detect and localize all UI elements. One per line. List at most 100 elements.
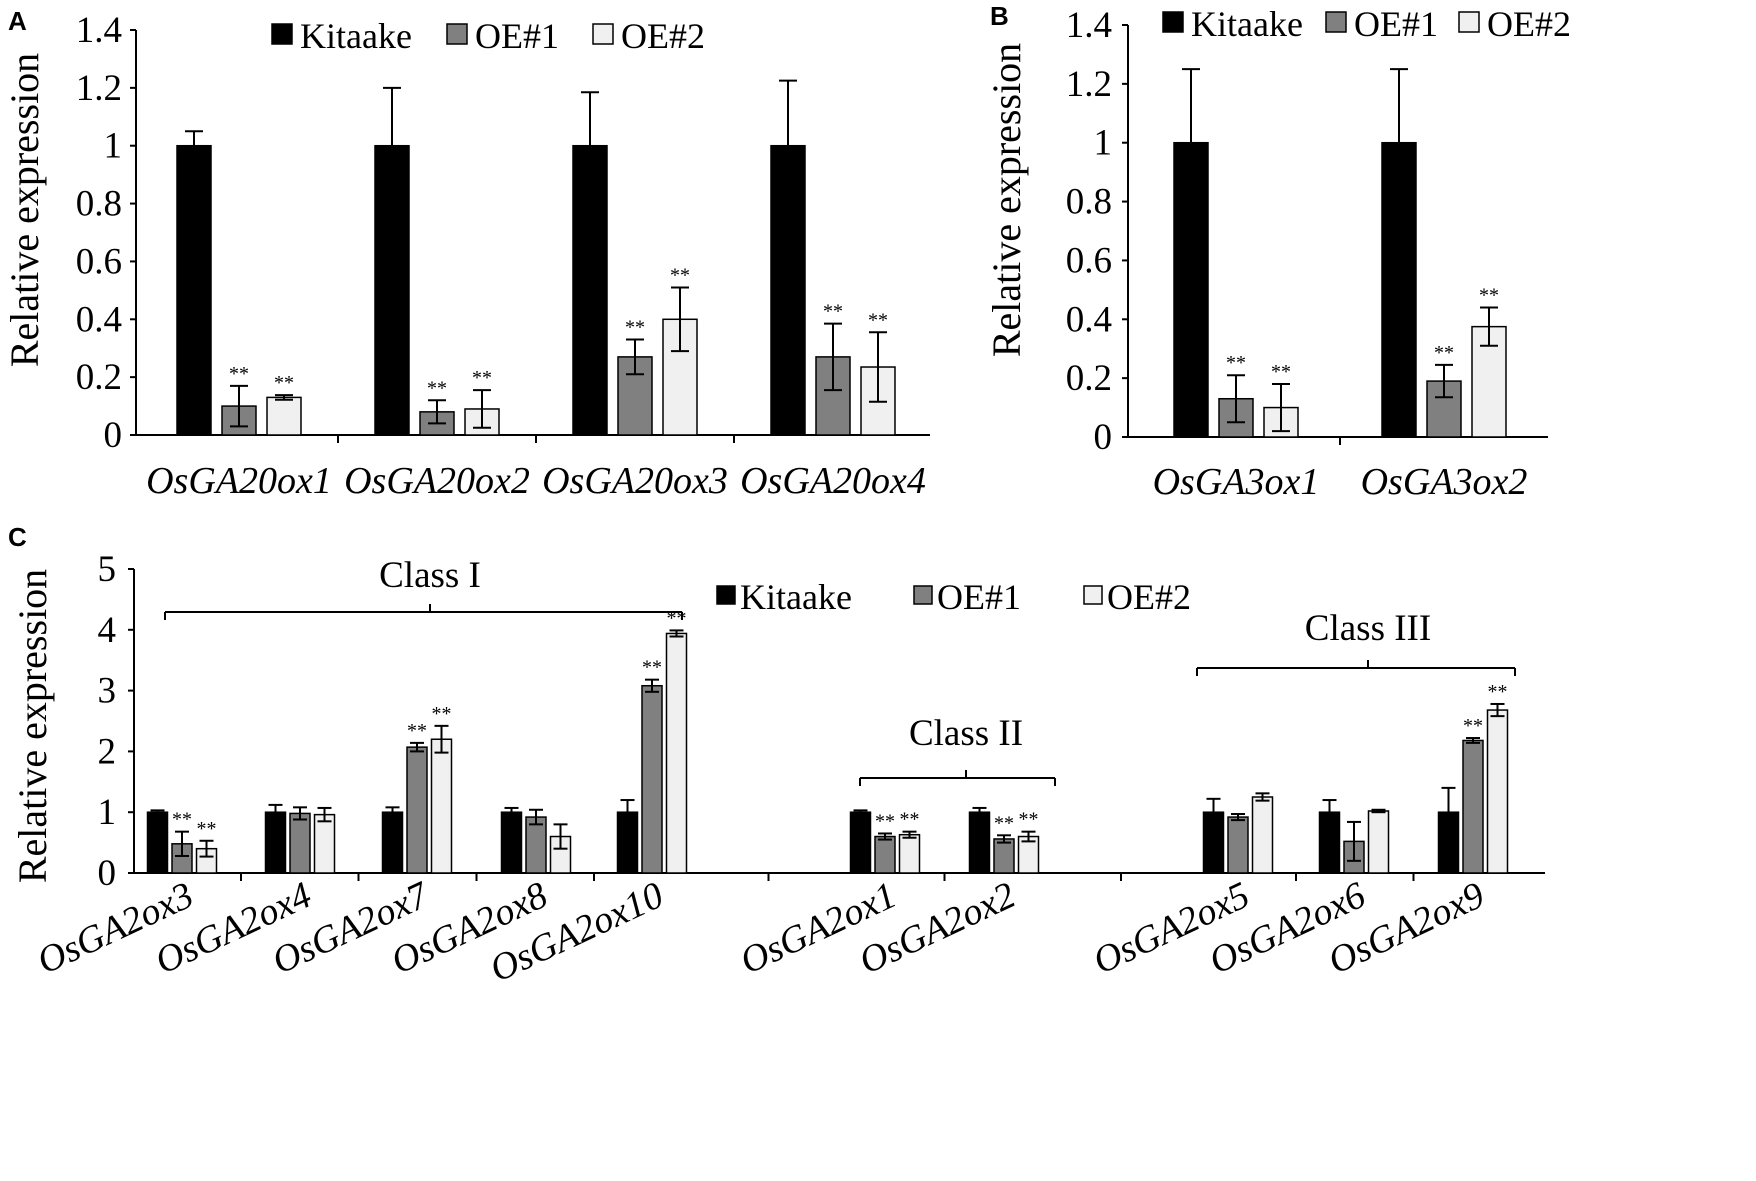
significance-mark: ** bbox=[642, 657, 662, 679]
significance-mark: ** bbox=[1271, 361, 1291, 383]
y-tick-label: 0.6 bbox=[76, 241, 122, 282]
legend-swatch-oe2 bbox=[1083, 585, 1103, 605]
panel-label: B bbox=[990, 1, 1009, 31]
bar-oe1-osga2ox2 bbox=[993, 838, 1015, 874]
bar-kitaake-osga2ox4 bbox=[264, 811, 287, 874]
significance-mark: ** bbox=[1488, 681, 1508, 703]
significance-mark: ** bbox=[172, 809, 192, 831]
legend-swatch-oe1 bbox=[913, 585, 933, 605]
y-tick-label: 1 bbox=[98, 792, 117, 833]
bar-oe1-osga2ox10 bbox=[641, 684, 663, 874]
bar-kitaake-osga3ox2 bbox=[1381, 141, 1417, 438]
bar-oe1-osga2ox4 bbox=[289, 812, 311, 874]
significance-mark: ** bbox=[823, 301, 843, 323]
panel-label: C bbox=[8, 522, 27, 552]
y-tick-label: 4 bbox=[98, 610, 117, 651]
legend-swatch-oe2 bbox=[592, 23, 614, 45]
bar-oe1-osga2ox9 bbox=[1462, 739, 1484, 874]
class-label: Class I bbox=[379, 555, 481, 596]
x-tick-label: OsGA20ox2 bbox=[344, 460, 530, 502]
legend-label: OE#1 bbox=[937, 577, 1021, 617]
significance-mark: ** bbox=[472, 367, 492, 389]
bar-oe2-osga2ox9 bbox=[1486, 709, 1509, 874]
y-tick-label: 1.2 bbox=[1066, 64, 1112, 105]
bar-oe2-osga2ox10 bbox=[665, 632, 688, 874]
bar-oe2-osga2ox1 bbox=[898, 833, 921, 874]
bar-oe1-osga2ox1 bbox=[874, 835, 896, 874]
legend-swatch-kitaake bbox=[716, 585, 736, 605]
y-tick-label: 0.2 bbox=[76, 357, 122, 398]
y-tick-label: 1.4 bbox=[1066, 5, 1112, 46]
x-tick-label: OsGA20ox1 bbox=[146, 460, 332, 502]
y-tick-label: 0 bbox=[1094, 417, 1113, 458]
y-tick-label: 0 bbox=[104, 415, 123, 456]
legend-label: Kitaake bbox=[740, 577, 852, 617]
bar-oe2-osga2ox4 bbox=[313, 813, 336, 874]
significance-mark: ** bbox=[274, 372, 294, 394]
bar-kitaake-osga20ox1 bbox=[176, 144, 212, 436]
legend-label: OE#2 bbox=[621, 16, 705, 56]
bar-kitaake-osga2ox7 bbox=[381, 811, 404, 874]
class-label: Class III bbox=[1305, 608, 1431, 649]
y-tick-label: 0.4 bbox=[1066, 299, 1112, 340]
significance-mark: ** bbox=[875, 810, 895, 832]
significance-mark: ** bbox=[1463, 715, 1483, 737]
panel-label: A bbox=[8, 6, 27, 36]
x-tick-label: OsGA20ox3 bbox=[542, 460, 728, 502]
significance-mark: ** bbox=[900, 809, 920, 831]
bar-oe2-osga20ox1 bbox=[266, 396, 302, 436]
legend-label: OE#2 bbox=[1107, 577, 1191, 617]
bar-kitaake-osga2ox1 bbox=[849, 811, 872, 874]
legend-swatch-kitaake bbox=[271, 23, 293, 45]
significance-mark: ** bbox=[625, 317, 645, 339]
bar-oe2-osga2ox7 bbox=[430, 738, 453, 874]
significance-mark: ** bbox=[229, 363, 249, 385]
legend-swatch-oe1 bbox=[1325, 11, 1347, 33]
y-tick-label: 0.2 bbox=[1066, 358, 1112, 399]
significance-mark: ** bbox=[427, 377, 447, 399]
significance-mark: ** bbox=[407, 720, 427, 742]
significance-mark: ** bbox=[1479, 285, 1499, 307]
bar-oe2-osga2ox6 bbox=[1367, 810, 1390, 874]
y-tick-label: 2 bbox=[98, 731, 117, 772]
significance-mark: ** bbox=[432, 703, 452, 725]
legend-label: Kitaake bbox=[1191, 4, 1303, 44]
bar-oe1-osga2ox5 bbox=[1227, 816, 1249, 874]
bar-oe1-osga2ox7 bbox=[406, 746, 428, 874]
y-axis-label: Relative expression bbox=[2, 53, 47, 367]
x-tick-label: OsGA3ox1 bbox=[1153, 461, 1320, 503]
y-tick-label: 5 bbox=[98, 549, 117, 590]
bar-kitaake-osga20ox3 bbox=[572, 144, 608, 436]
legend-label: OE#1 bbox=[1354, 4, 1438, 44]
legend-label: OE#2 bbox=[1487, 4, 1571, 44]
x-tick-label: OsGA3ox2 bbox=[1361, 461, 1528, 503]
y-tick-label: 1 bbox=[104, 126, 123, 167]
legend-swatch-oe2 bbox=[1458, 11, 1480, 33]
class-label: Class II bbox=[909, 713, 1023, 754]
chart-panel-b: B 0 0.2 0.4 0.6 0.8 1 1.2 1.4 Relative expression… bbox=[984, 1, 1571, 503]
significance-mark: ** bbox=[1019, 809, 1039, 831]
bar-kitaake-osga2ox2 bbox=[968, 811, 991, 874]
y-tick-label: 0.8 bbox=[1066, 182, 1112, 223]
y-tick-label: 0.6 bbox=[1066, 240, 1112, 281]
significance-mark: ** bbox=[670, 264, 690, 286]
y-tick-label: 1 bbox=[1094, 123, 1113, 164]
y-axis-label: Relative expression bbox=[984, 43, 1029, 357]
bar-oe1-osga2ox8 bbox=[525, 816, 547, 874]
legend-swatch-oe1 bbox=[446, 23, 468, 45]
legend-label: Kitaake bbox=[300, 16, 412, 56]
significance-mark: ** bbox=[1226, 352, 1246, 374]
bar-kitaake-osga2ox3 bbox=[146, 811, 169, 874]
bar-kitaake-osga2ox8 bbox=[500, 811, 523, 874]
y-tick-label: 1.2 bbox=[76, 68, 122, 109]
significance-mark: ** bbox=[1434, 342, 1454, 364]
legend-label: OE#1 bbox=[475, 16, 559, 56]
significance-mark: ** bbox=[667, 607, 687, 629]
y-tick-label: 3 bbox=[98, 671, 117, 712]
significance-mark: ** bbox=[197, 818, 217, 840]
significance-mark: ** bbox=[994, 812, 1014, 834]
bar-oe2-osga2ox5 bbox=[1251, 796, 1274, 874]
y-tick-label: 0 bbox=[98, 853, 117, 894]
